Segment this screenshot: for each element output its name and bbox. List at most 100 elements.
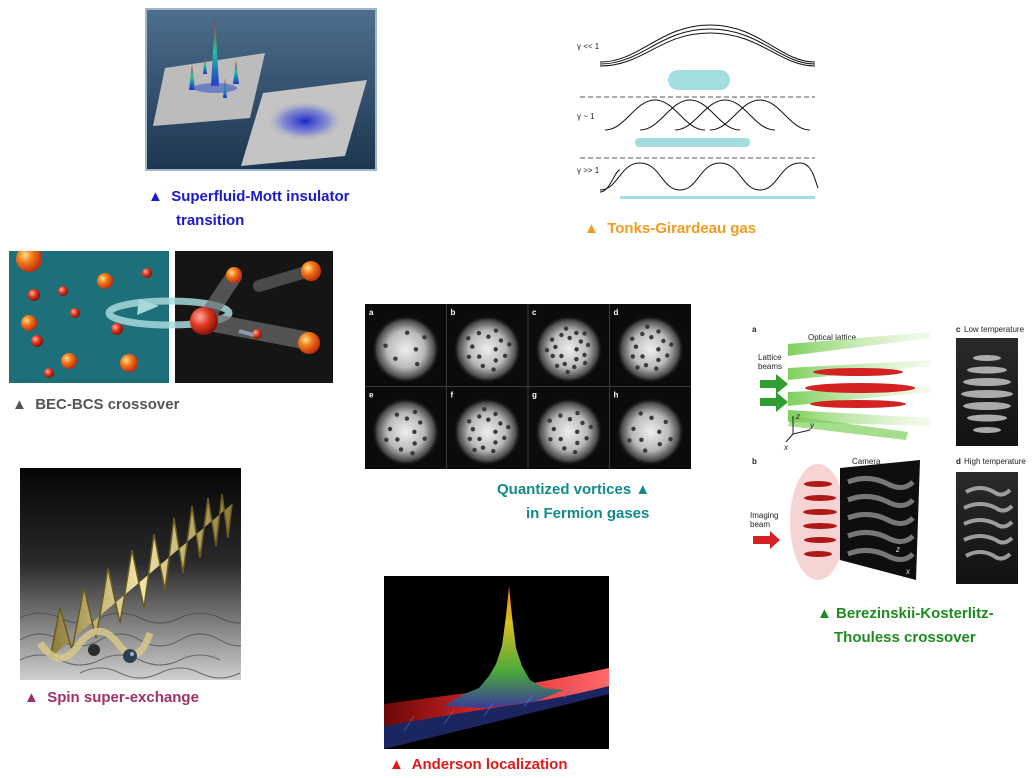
bkt-camera: Camera [852, 457, 881, 466]
vortex-core [656, 347, 661, 352]
bkt-axis-z: z [795, 412, 800, 421]
caption-vortices-line1: Quantized vortices [497, 481, 632, 498]
vortex-panel-label: b [451, 308, 456, 317]
vortex-panel-label: e [369, 391, 374, 400]
caption-becbcs: ▲ BEC-BCS crossover [12, 394, 179, 416]
bkt-imaging-beam-1: Imaging [750, 511, 778, 520]
vortex-core [412, 441, 417, 446]
vortex-core [387, 426, 393, 432]
caption-bkt-line2: Thouless crossover [834, 629, 976, 646]
triangle-icon: ▲ [12, 396, 27, 413]
tonks-label-weak: γ << 1 [577, 42, 600, 51]
vortex-core [562, 446, 567, 451]
vortex-core [649, 415, 654, 420]
tonks-label-strong: γ >> 1 [577, 166, 600, 175]
caption-becbcs-text: BEC-BCS crossover [35, 396, 180, 413]
vortex-core [466, 336, 471, 341]
vortex-core [493, 358, 498, 363]
caption-bkt-line1: Berezinskii-Kosterlitz- [836, 605, 994, 622]
vortex-core [467, 436, 472, 442]
vortex-core [548, 437, 553, 442]
bkt-axis-y: y [809, 421, 815, 430]
vortex-core [422, 335, 427, 340]
vortex-grid-image: a b c d e f g h [365, 304, 691, 469]
vortex-panel-label: d [614, 308, 619, 317]
vortex-core [477, 354, 482, 359]
vortex-core [405, 330, 410, 335]
vortex-core [558, 413, 563, 418]
vortex-core [657, 442, 662, 447]
vortex-core [480, 363, 485, 369]
caption-mott-second: transition [176, 210, 244, 232]
caption-bkt: ▲ Berezinskii-Kosterlitz- [817, 603, 994, 625]
vortex-core [558, 436, 563, 442]
vortex-core [553, 344, 558, 350]
vortex-core [668, 437, 673, 442]
vortex-core [404, 416, 410, 421]
bkt-lattice-beams-2: beams [758, 362, 782, 371]
bkt-low-temp: Low temperature [964, 325, 1025, 334]
bkt-high-temp: High temperature [964, 457, 1026, 466]
vortex-core [470, 427, 476, 432]
vortex-panel-label: g [532, 391, 537, 400]
caption-anderson-text: Anderson localization [411, 756, 568, 773]
vortex-core [574, 347, 579, 352]
caption-mott-line1: Superfluid-Mott insulator [171, 188, 350, 205]
vortex-cloud-g [534, 397, 603, 466]
vortex-core [467, 419, 472, 424]
caption-tonks: ▲ Tonks-Girardeau gas [584, 218, 756, 240]
vortex-cloud-f [453, 397, 522, 466]
vortex-core [477, 414, 482, 419]
bkt-axis-z2: z [895, 545, 900, 554]
vortex-cloud-a [371, 315, 440, 384]
vortex-core [395, 437, 400, 442]
vortex-core [486, 417, 491, 422]
vortex-core [669, 342, 674, 347]
vortex-core [493, 429, 498, 434]
vortex-core [383, 343, 388, 348]
vortex-core [506, 424, 511, 430]
mott-insulator-image [145, 8, 377, 171]
bec-bcs-image [9, 251, 333, 383]
vortex-core [630, 336, 635, 341]
vortex-core [565, 369, 570, 375]
vortex-core [398, 447, 404, 452]
vortex-core [572, 449, 578, 455]
vortex-core [661, 338, 666, 344]
triangle-icon: ▲ [148, 188, 163, 205]
vortex-core [588, 424, 594, 430]
vortex-core [466, 354, 472, 359]
vortex-core [415, 361, 420, 367]
caption-vortices: Quantized vortices ▲ [497, 479, 650, 501]
vortex-core [482, 407, 487, 412]
vortex-panel-label: h [614, 391, 619, 400]
triangle-icon: ▲ [389, 756, 404, 773]
triangle-icon: ▲ [584, 220, 599, 237]
vortex-core [633, 344, 639, 349]
caption-mott-line2: transition [176, 212, 245, 229]
vortex-panel-label: f [451, 391, 454, 400]
bkt-label-a: a [752, 325, 757, 334]
vortex-panel-label: c [532, 308, 537, 317]
vortex-core [477, 436, 482, 442]
vortex-core [472, 447, 477, 453]
vortex-core [567, 335, 572, 341]
vortex-core [470, 344, 475, 349]
vortex-core [665, 353, 670, 358]
vortex-core [638, 411, 643, 416]
vortex-core [567, 417, 573, 422]
vortex-core [656, 329, 661, 334]
vortex-core [584, 436, 589, 441]
vortex-core [493, 440, 498, 445]
vortex-core [585, 342, 591, 348]
vortex-core [582, 331, 587, 336]
vortex-core [502, 435, 507, 441]
vortex-panel-label: a [369, 308, 374, 317]
bkt-label-d: d [956, 457, 961, 466]
caption-spin-text: Spin super-exchange [47, 689, 199, 706]
vortex-core [575, 440, 580, 446]
bkt-optical-lattice: Optical lattice [808, 333, 857, 342]
vortex-core [393, 356, 398, 361]
vortex-core [413, 347, 419, 352]
caption-spin: ▲ Spin super-exchange [24, 687, 199, 709]
